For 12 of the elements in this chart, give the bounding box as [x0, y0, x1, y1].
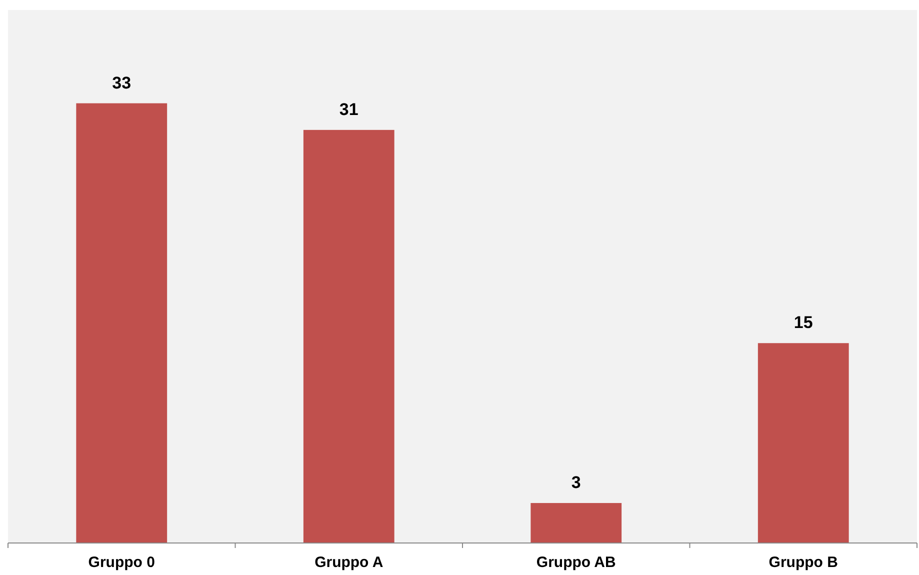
x-tick-label: Gruppo A	[314, 554, 384, 571]
data-label: 31	[339, 100, 358, 119]
bar	[303, 130, 394, 543]
x-tick-label: Gruppo 0	[88, 554, 155, 571]
data-label: 15	[794, 313, 813, 332]
data-label: 3	[571, 473, 581, 492]
bar	[758, 343, 849, 543]
bar	[530, 503, 622, 543]
data-label: 33	[112, 73, 132, 92]
x-tick-label: Gruppo AB	[536, 554, 616, 571]
bar	[76, 103, 168, 543]
x-tick-label: Gruppo B	[768, 554, 838, 571]
